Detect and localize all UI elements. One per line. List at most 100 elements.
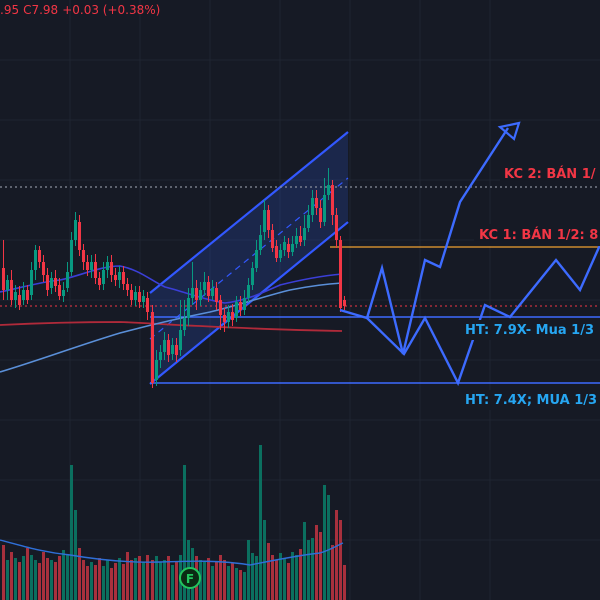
volume-bar bbox=[247, 540, 250, 600]
candle-body bbox=[291, 244, 294, 252]
candle-body bbox=[171, 345, 174, 354]
volume-bar bbox=[171, 565, 174, 600]
projection-path-upper[interactable] bbox=[339, 127, 510, 355]
candle-body bbox=[235, 302, 238, 318]
volume-bar bbox=[78, 548, 81, 600]
candle-body bbox=[303, 228, 306, 240]
volume-bar bbox=[38, 563, 41, 600]
candle-body bbox=[26, 290, 29, 300]
candle-body bbox=[134, 292, 137, 300]
volume-bar bbox=[319, 532, 322, 600]
candle-body bbox=[307, 215, 310, 228]
ohlc-change: +0.03 (+0.38%) bbox=[62, 3, 161, 17]
volume-bar bbox=[6, 560, 9, 600]
volume-bar bbox=[26, 548, 29, 600]
volume-bar bbox=[106, 560, 109, 600]
candle-body bbox=[187, 298, 190, 318]
volume-bar bbox=[30, 555, 33, 600]
candle-body bbox=[22, 290, 25, 300]
candle-body bbox=[179, 330, 182, 350]
candle-body bbox=[283, 242, 286, 250]
volume-bar bbox=[151, 560, 154, 600]
rising-channel-fill bbox=[150, 132, 348, 384]
candle-body bbox=[38, 250, 41, 262]
volume-bar bbox=[259, 445, 262, 600]
volume-bar bbox=[134, 558, 137, 600]
kc2-label[interactable]: KC 2: BÁN 1/ bbox=[500, 162, 600, 184]
volume-bar bbox=[2, 545, 5, 600]
candle-body bbox=[82, 250, 85, 262]
volume-bar bbox=[142, 562, 145, 600]
candle-body bbox=[263, 210, 266, 232]
volume-bar bbox=[70, 465, 73, 600]
volume-bar bbox=[155, 556, 158, 600]
volume-bar bbox=[315, 525, 318, 600]
volume-bar bbox=[74, 510, 77, 600]
candle-body bbox=[275, 246, 278, 258]
volume-bar bbox=[243, 572, 246, 600]
candle-body bbox=[130, 290, 133, 300]
candle-body bbox=[10, 280, 13, 300]
candle-body bbox=[195, 288, 198, 300]
channel-lower-line[interactable] bbox=[149, 221, 349, 385]
volume-bar bbox=[263, 520, 266, 600]
candle-body bbox=[287, 244, 290, 252]
candle-body bbox=[50, 278, 53, 288]
candle-body bbox=[279, 250, 282, 258]
candle-body bbox=[151, 312, 154, 383]
volume-bar bbox=[98, 558, 101, 600]
candle-body bbox=[66, 272, 69, 288]
candle-body bbox=[30, 270, 33, 295]
candle-body bbox=[267, 210, 270, 230]
ohlc-open: .95 bbox=[0, 3, 20, 17]
volume-bar bbox=[327, 495, 330, 600]
candle-body bbox=[207, 282, 210, 296]
volume-bar bbox=[110, 568, 113, 600]
candle-body bbox=[255, 250, 258, 268]
volume-bar bbox=[10, 552, 13, 600]
volume-bar bbox=[203, 562, 206, 600]
volume-bar bbox=[42, 552, 45, 600]
candle-body bbox=[223, 315, 226, 322]
volume-bar bbox=[146, 555, 149, 600]
volume-bar bbox=[50, 560, 53, 600]
candle-body bbox=[175, 345, 178, 355]
ht2-label-text: HT: 7.4X; MUA 1/3 bbox=[465, 393, 597, 408]
candle-body bbox=[159, 352, 162, 360]
channel-upper-line[interactable] bbox=[149, 131, 349, 294]
kc2-label-text: KC 2: BÁN 1/ bbox=[504, 166, 596, 182]
candle-body bbox=[219, 300, 222, 315]
projection-path-lower[interactable] bbox=[366, 244, 600, 387]
candle-body bbox=[74, 220, 77, 240]
candle-body bbox=[86, 262, 89, 270]
volume-bar bbox=[335, 510, 338, 600]
candle-body bbox=[163, 340, 166, 352]
volume-bar bbox=[227, 566, 230, 600]
volume-bar bbox=[291, 552, 294, 600]
volume-bar bbox=[94, 565, 97, 600]
candle-body bbox=[106, 262, 109, 270]
volume-bar bbox=[303, 522, 306, 600]
volume-bar bbox=[271, 555, 274, 600]
volume-bar bbox=[255, 556, 258, 600]
candle-body bbox=[199, 290, 202, 300]
candle-body bbox=[110, 262, 113, 275]
volume-bar bbox=[279, 553, 282, 600]
candle-body bbox=[62, 290, 65, 296]
candle-body bbox=[6, 280, 9, 290]
candle-body bbox=[247, 285, 250, 298]
candle-body bbox=[114, 275, 117, 280]
candle-body bbox=[315, 198, 318, 208]
candle-body bbox=[259, 235, 262, 250]
kc1-label[interactable]: KC 1: BÁN 1/2: 8 bbox=[474, 224, 600, 246]
candle-body bbox=[126, 284, 129, 290]
volume-bar bbox=[299, 549, 302, 600]
volume-bar bbox=[34, 560, 37, 600]
earnings-marker[interactable]: F bbox=[179, 567, 201, 589]
ht2-label[interactable]: HT: 7.4X; MUA 1/3 bbox=[460, 390, 600, 410]
candle-body bbox=[167, 340, 170, 355]
volume-bar bbox=[231, 563, 234, 600]
candle-body bbox=[2, 268, 5, 290]
ht1-label[interactable]: HT: 7.9X- Mua 1/3 bbox=[460, 320, 600, 340]
